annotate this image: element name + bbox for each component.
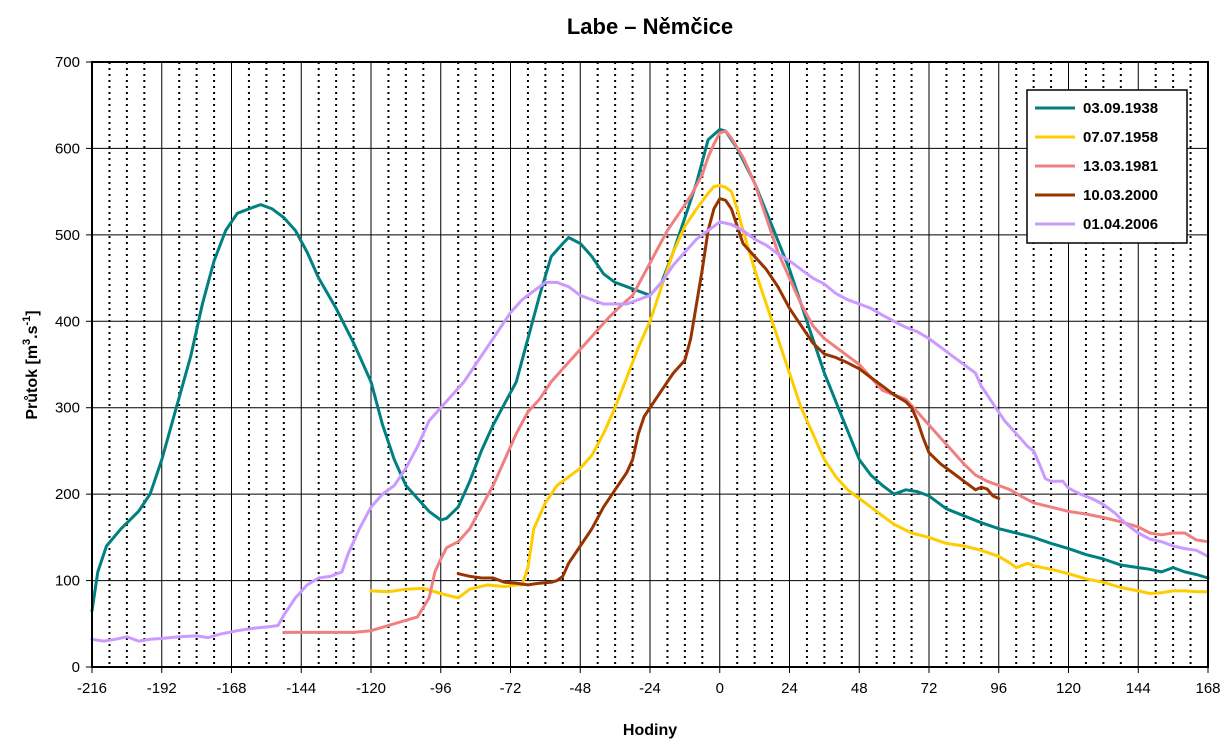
- y-tick-label: 100: [55, 573, 80, 590]
- y-tick-label: 200: [55, 486, 80, 503]
- x-tick-label: -72: [500, 680, 522, 697]
- x-tick-label: 168: [1195, 680, 1220, 697]
- legend-label: 13.03.1981: [1083, 158, 1158, 175]
- tick-labels: -216 -192 -168 -144 -120 -96 -72 -48 -24 0 24 48 72 9…: [55, 54, 1221, 697]
- y-tick-label: 600: [55, 140, 80, 157]
- chart-title: Labe – Němčice: [567, 14, 733, 39]
- y-axis-label-main: Průtok [m: [24, 345, 41, 420]
- x-tick-label: 96: [990, 680, 1007, 697]
- x-tick-label: 144: [1126, 680, 1151, 697]
- y-axis-label-sup1: 3: [21, 339, 33, 345]
- x-tick-label: -120: [356, 680, 386, 697]
- legend-label: 10.03.2000: [1083, 187, 1158, 204]
- x-tick-label: 48: [851, 680, 868, 697]
- x-tick-label: 0: [716, 680, 724, 697]
- y-tick-label: 300: [55, 400, 80, 417]
- series-line-2: [369, 184, 1210, 600]
- x-tick-label: -96: [430, 680, 452, 697]
- x-tick-label: 72: [921, 680, 938, 697]
- y-tick-label: 500: [55, 227, 80, 244]
- y-tick-label: 0: [72, 659, 80, 676]
- series-line-1: [90, 127, 1210, 613]
- y-tick-label: 700: [55, 54, 80, 71]
- y-axis-label-end: ]: [24, 310, 41, 315]
- series-line-3: [282, 129, 1210, 634]
- x-tick-label: -192: [147, 680, 177, 697]
- y-axis-label-sup2: -1: [21, 316, 33, 326]
- y-axis-label-mid: .s: [24, 325, 41, 338]
- y-axis-label: Průtok [m3.s-1]: [21, 310, 41, 419]
- x-axis-label: Hodiny: [623, 722, 677, 739]
- legend: 03.09.1938 07.07.1958 13.03.1981 10.03.2000…: [1026, 89, 1188, 244]
- series-line-4: [456, 197, 1001, 587]
- y-tick-label: 400: [55, 313, 80, 330]
- x-tick-label: -216: [77, 680, 107, 697]
- x-tick-label: 120: [1056, 680, 1081, 697]
- x-tick-label: -144: [286, 680, 316, 697]
- x-tick-label: -168: [216, 680, 246, 697]
- legend-label: 07.07.1958: [1083, 129, 1158, 146]
- legend-label: 03.09.1938: [1083, 100, 1158, 117]
- x-tick-label: -24: [639, 680, 661, 697]
- legend-label: 01.04.2006: [1083, 216, 1158, 233]
- x-tick-label: 24: [781, 680, 798, 697]
- series-line-5: [90, 220, 1210, 643]
- series-lines: [90, 127, 1210, 643]
- x-tick-label: -48: [569, 680, 591, 697]
